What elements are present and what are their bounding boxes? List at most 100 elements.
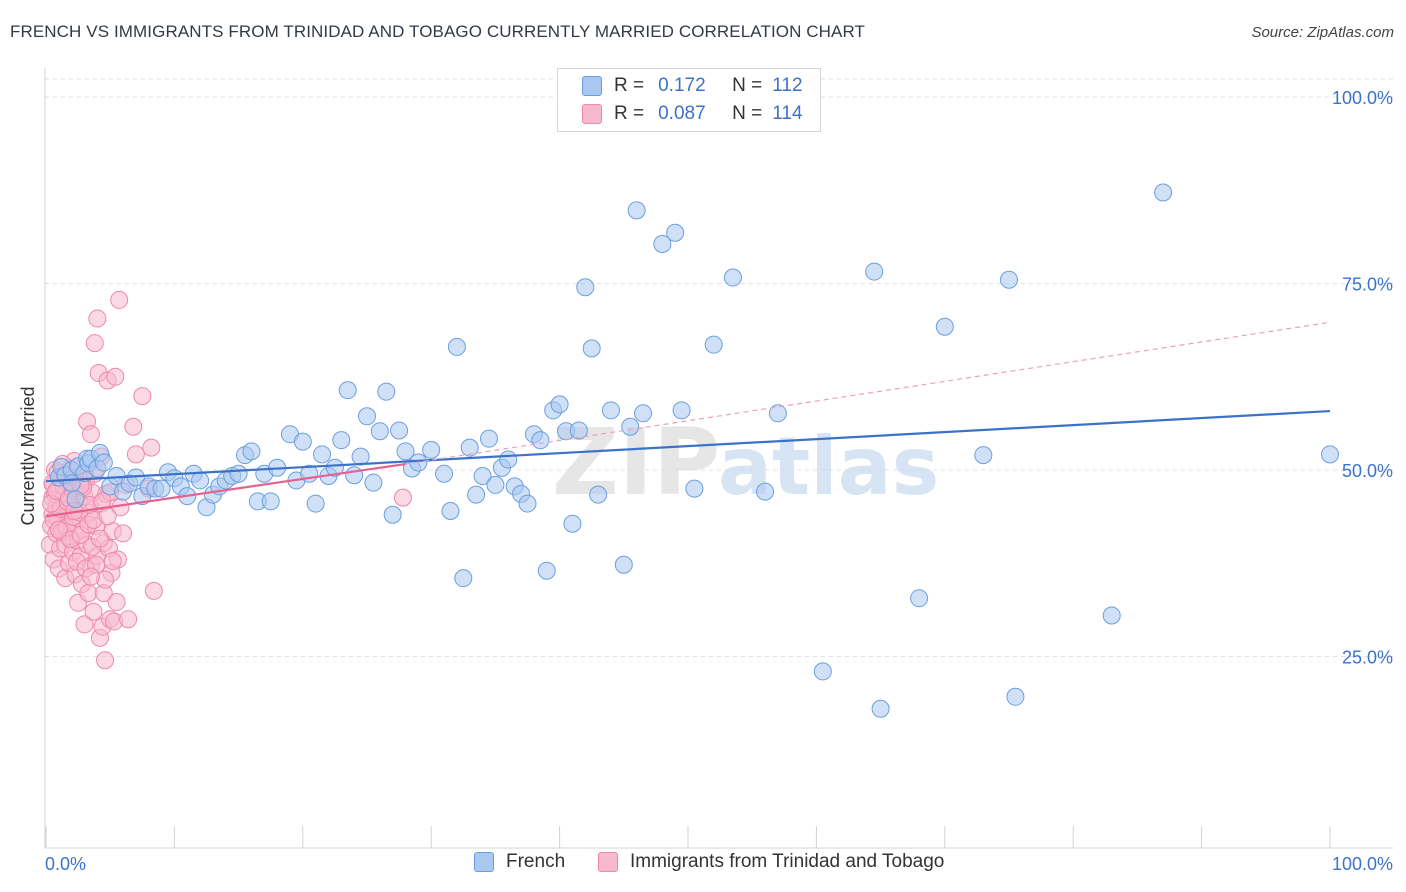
y-tick-label: 50.0% bbox=[1342, 461, 1393, 481]
trinidad-point bbox=[393, 488, 412, 507]
french-point bbox=[377, 382, 396, 401]
french-point bbox=[293, 432, 312, 451]
french-point bbox=[396, 442, 415, 461]
french-point bbox=[261, 492, 280, 511]
french-point bbox=[653, 234, 672, 253]
legend-row-french: R = 0.172 N = 112 bbox=[582, 73, 803, 99]
french-point bbox=[364, 473, 383, 492]
french-point bbox=[345, 466, 364, 485]
stats-legend: R = 0.172 N = 112 R = 0.087 N = 114 bbox=[557, 68, 821, 132]
french-point bbox=[435, 464, 454, 483]
french-points bbox=[49, 183, 1339, 718]
french-point bbox=[191, 471, 210, 490]
series-legend: French Immigrants from Trinidad and Toba… bbox=[0, 851, 1406, 877]
trinidad-point bbox=[85, 334, 104, 353]
legend-swatch-trinidad bbox=[598, 852, 618, 872]
french-point bbox=[768, 404, 787, 423]
french-point bbox=[621, 417, 640, 436]
french-point bbox=[685, 479, 704, 498]
french-point bbox=[1006, 687, 1025, 706]
french-point bbox=[460, 438, 479, 457]
legend-item-trinidad[interactable]: Immigrants from Trinidad and Tobago bbox=[598, 851, 944, 873]
french-point bbox=[974, 446, 993, 465]
trinidad-point bbox=[133, 387, 152, 406]
french-point bbox=[454, 569, 473, 588]
french-point bbox=[306, 494, 325, 513]
french-point bbox=[325, 458, 344, 477]
legend-swatch-trinidad bbox=[582, 104, 602, 124]
legend-n-label: N = bbox=[732, 75, 763, 96]
french-point bbox=[383, 505, 402, 524]
legend-r-label: R = bbox=[614, 103, 645, 124]
french-point bbox=[569, 421, 588, 440]
french-trend-line bbox=[45, 409, 1331, 483]
french-point bbox=[704, 335, 723, 354]
tick-labels: 100.0% 75.0% 50.0% 25.0% 0.0% 100.0% bbox=[45, 88, 1393, 874]
french-point bbox=[871, 699, 890, 718]
french-point bbox=[486, 475, 505, 494]
french-point bbox=[531, 431, 550, 450]
legend-label-trinidad: Immigrants from Trinidad and Tobago bbox=[630, 851, 945, 872]
french-point bbox=[422, 440, 441, 459]
french-point bbox=[313, 445, 332, 464]
trinidad-point bbox=[119, 610, 138, 629]
legend-n-label: N = bbox=[732, 103, 763, 124]
french-point bbox=[242, 442, 261, 461]
trinidad-point bbox=[107, 593, 126, 612]
french-point bbox=[499, 450, 518, 469]
legend-r-value: 0.087 bbox=[658, 103, 706, 124]
y-tick-label: 75.0% bbox=[1342, 275, 1393, 295]
legend-row-trinidad: R = 0.087 N = 114 bbox=[582, 101, 803, 127]
french-point bbox=[672, 401, 691, 420]
french-point bbox=[563, 514, 582, 533]
legend-r-label: R = bbox=[614, 75, 645, 96]
french-point bbox=[358, 407, 376, 426]
french-point bbox=[351, 447, 370, 466]
legend-swatch-french bbox=[582, 76, 602, 96]
french-point bbox=[332, 431, 351, 450]
french-point bbox=[813, 662, 832, 681]
trinidad-point bbox=[124, 417, 143, 436]
chart-title: FRENCH VS IMMIGRANTS FROM TRINIDAD AND T… bbox=[10, 22, 866, 41]
french-point bbox=[370, 422, 389, 441]
trinidad-point bbox=[144, 581, 163, 600]
trinidad-point bbox=[98, 507, 117, 526]
french-point bbox=[666, 223, 685, 242]
legend-item-french[interactable]: French bbox=[474, 851, 565, 873]
trinidad-point bbox=[142, 438, 161, 457]
legend-n-value: 114 bbox=[772, 103, 803, 124]
source-label: Source: ZipAtlas.com bbox=[1251, 24, 1394, 41]
legend-n-value: 112 bbox=[772, 75, 803, 96]
french-point bbox=[550, 395, 569, 414]
french-point bbox=[1102, 606, 1121, 625]
trinidad-point bbox=[81, 425, 100, 444]
french-point bbox=[1000, 270, 1018, 289]
trinidad-point bbox=[84, 602, 103, 621]
x-tick-label: 100.0% bbox=[1332, 854, 1393, 874]
trinidad-point bbox=[49, 520, 68, 539]
legend-label-french: French bbox=[506, 851, 566, 872]
legend-swatch-french bbox=[474, 852, 494, 872]
french-point bbox=[94, 453, 113, 472]
trinidad-trend-extension bbox=[405, 321, 1331, 465]
y-tick-label: 100.0% bbox=[1332, 88, 1393, 108]
french-point bbox=[447, 337, 466, 356]
french-point bbox=[473, 466, 492, 485]
french-point bbox=[601, 401, 620, 420]
french-point bbox=[537, 561, 556, 580]
french-point bbox=[1154, 183, 1173, 202]
french-point bbox=[576, 278, 595, 297]
axes bbox=[44, 68, 1393, 849]
trinidad-point bbox=[114, 524, 133, 543]
trinidad-point bbox=[110, 290, 129, 309]
french-point bbox=[865, 262, 884, 281]
legend-r-value: 0.172 bbox=[658, 75, 706, 96]
french-point bbox=[756, 482, 775, 501]
french-point bbox=[338, 381, 357, 400]
french-point bbox=[627, 201, 646, 220]
french-point bbox=[935, 317, 954, 336]
french-point bbox=[634, 404, 653, 423]
french-point bbox=[467, 485, 486, 504]
trinidad-point bbox=[88, 309, 107, 328]
